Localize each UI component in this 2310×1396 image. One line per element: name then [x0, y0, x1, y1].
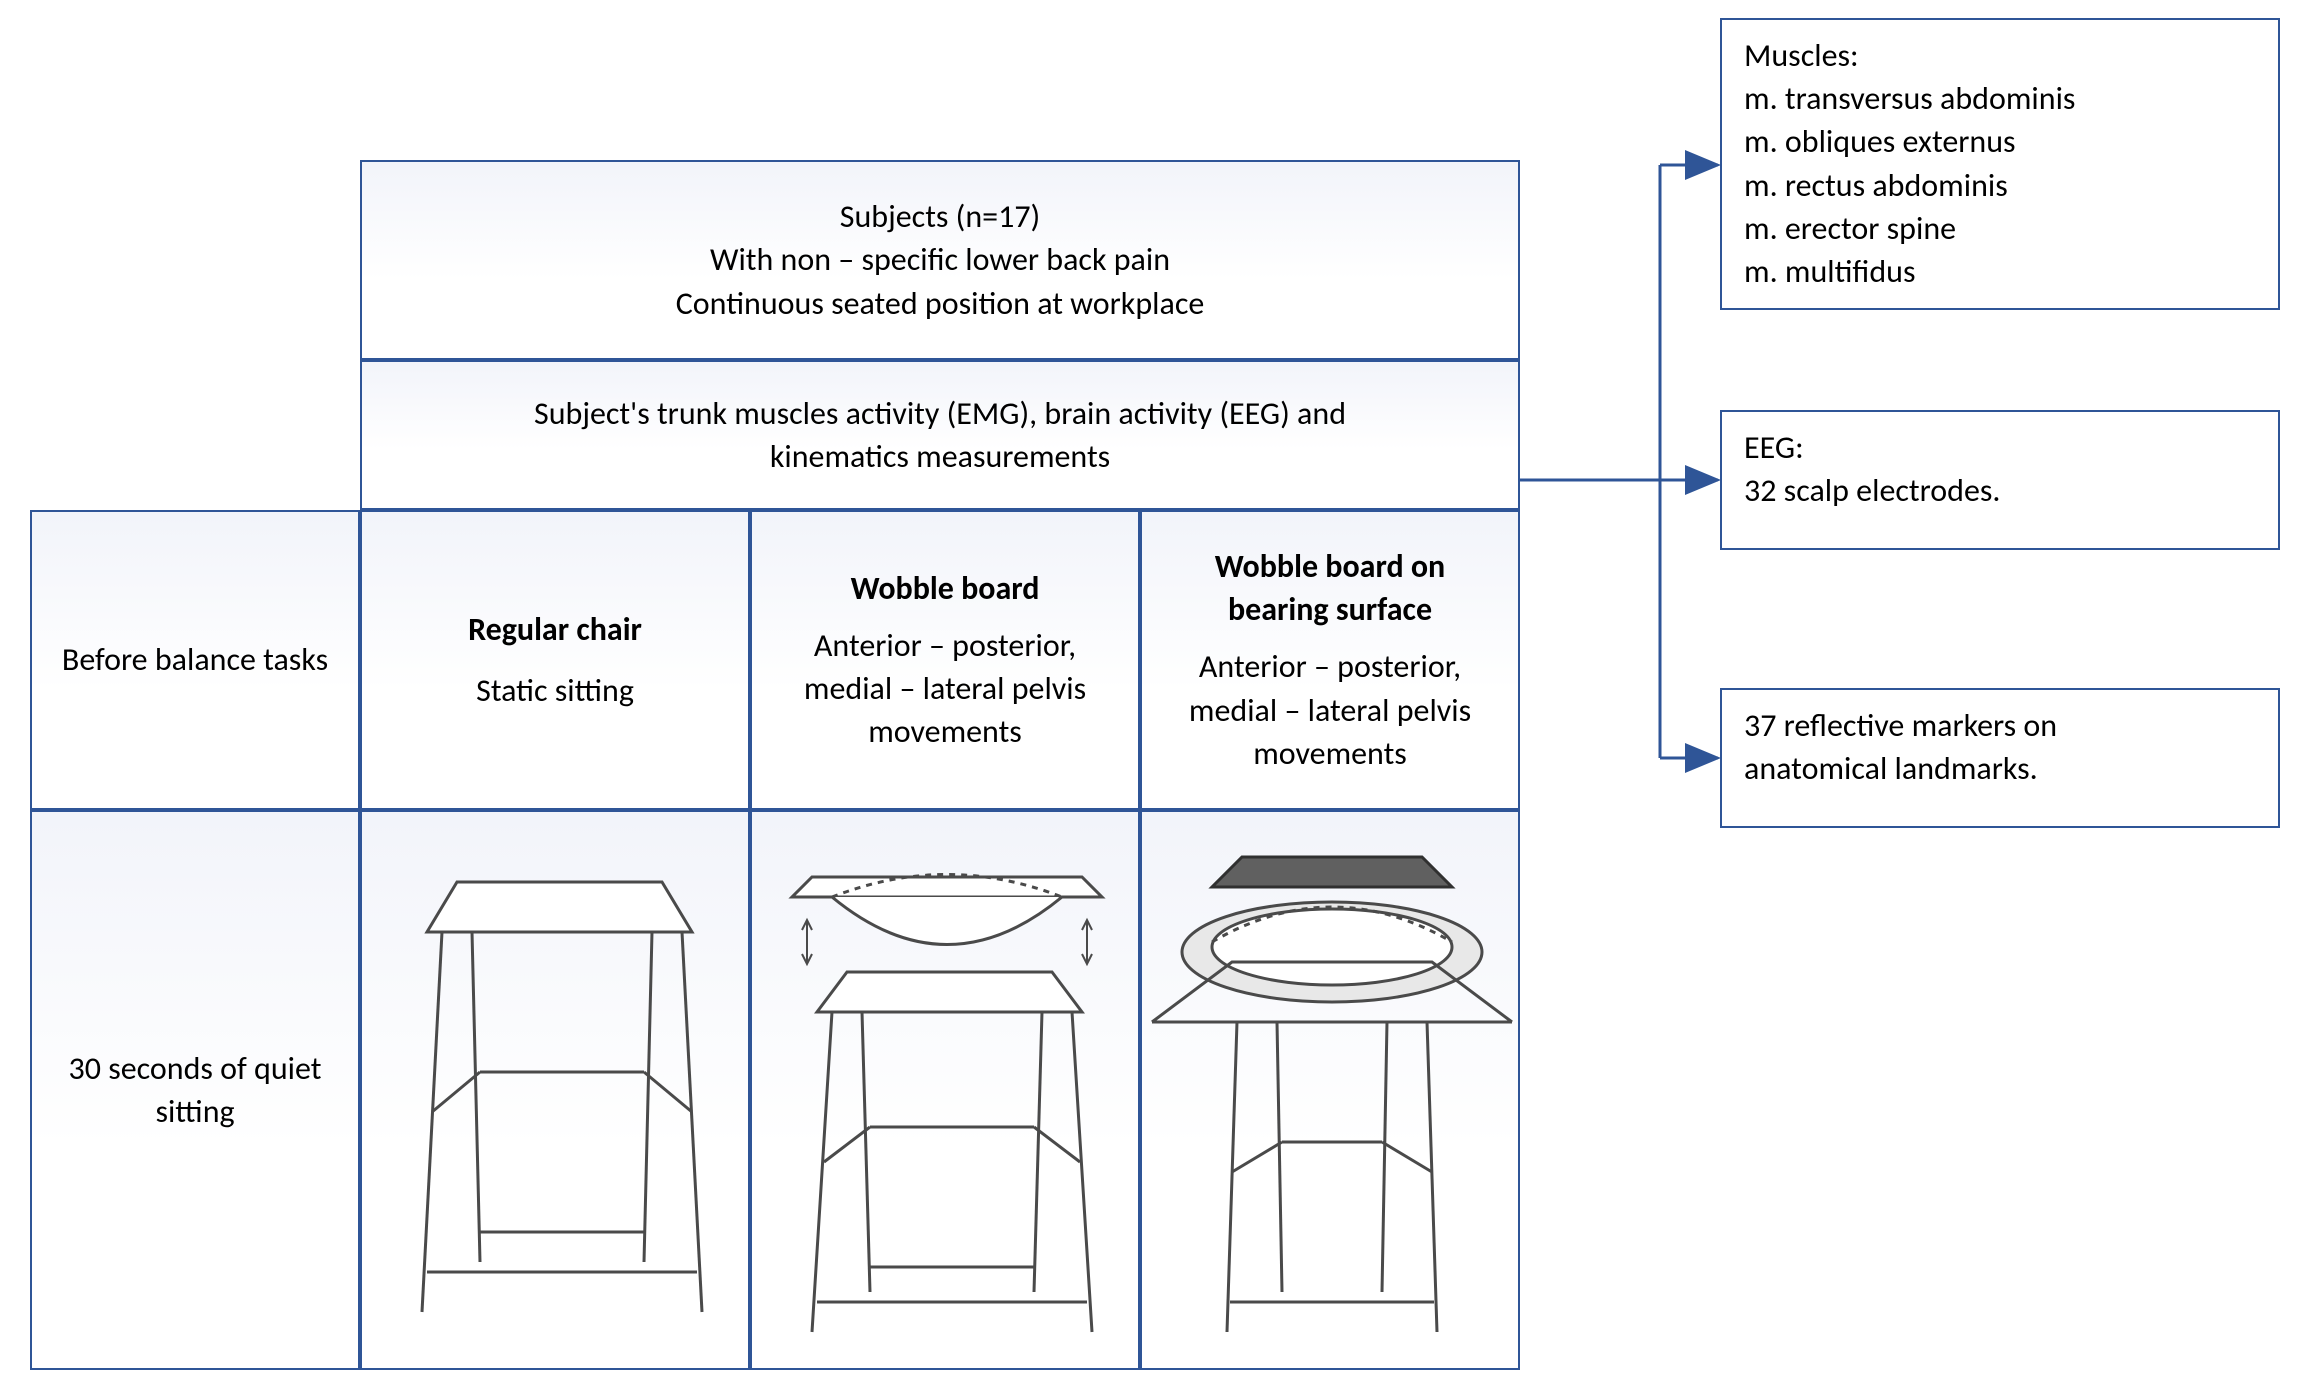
- connector-arrows: [0, 0, 2310, 1396]
- diagram-canvas: Subjects (n=17) With non – specific lowe…: [0, 0, 2310, 1396]
